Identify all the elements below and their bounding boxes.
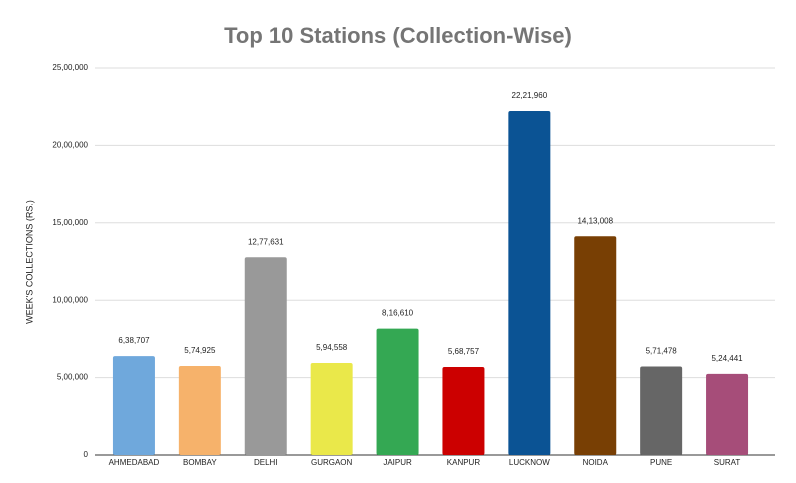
x-tick-label: JAIPUR (383, 458, 412, 467)
x-tick-label: LUCKNOW (509, 458, 550, 467)
data-label: 5,94,558 (316, 343, 348, 352)
data-label: 5,74,925 (184, 346, 216, 355)
x-tick-label: DELHI (254, 458, 278, 467)
data-label: 5,68,757 (448, 347, 480, 356)
data-label: 5,71,478 (646, 347, 678, 356)
y-axis-label: WEEK'S COLLECTIONS (RS.) (24, 200, 34, 324)
x-tick-label: KANPUR (447, 458, 481, 467)
data-label: 5,24,441 (711, 354, 743, 363)
y-tick-label: 5,00,000 (57, 373, 89, 382)
bar (178, 366, 221, 455)
bar (706, 373, 749, 455)
y-tick-label: 20,00,000 (52, 141, 88, 150)
data-label: 22,21,960 (512, 91, 548, 100)
data-label: 12,77,631 (248, 237, 284, 246)
bar (112, 356, 155, 455)
y-tick-label: 0 (84, 450, 89, 459)
bar (442, 366, 485, 455)
y-tick-label: 25,00,000 (52, 63, 88, 72)
x-tick-label: PUNE (650, 458, 672, 467)
data-label: 8,16,610 (382, 309, 414, 318)
chart-title: Top 10 Stations (Collection-Wise) (224, 23, 572, 48)
data-label: 14,13,008 (577, 216, 613, 225)
x-tick-label: GURGAON (311, 458, 353, 467)
bar (640, 366, 683, 455)
bar (244, 257, 287, 455)
data-label: 6,38,707 (118, 336, 150, 345)
x-tick-label: BOMBAY (183, 458, 217, 467)
x-tick-label: SURAT (714, 458, 741, 467)
bar (508, 111, 551, 455)
bar (376, 328, 419, 455)
x-tick-label: NOIDA (583, 458, 609, 467)
bar (574, 236, 617, 455)
bar (310, 362, 353, 455)
y-tick-label: 15,00,000 (52, 218, 88, 227)
y-tick-label: 10,00,000 (52, 295, 88, 304)
x-tick-label: AHMEDABAD (109, 458, 160, 467)
